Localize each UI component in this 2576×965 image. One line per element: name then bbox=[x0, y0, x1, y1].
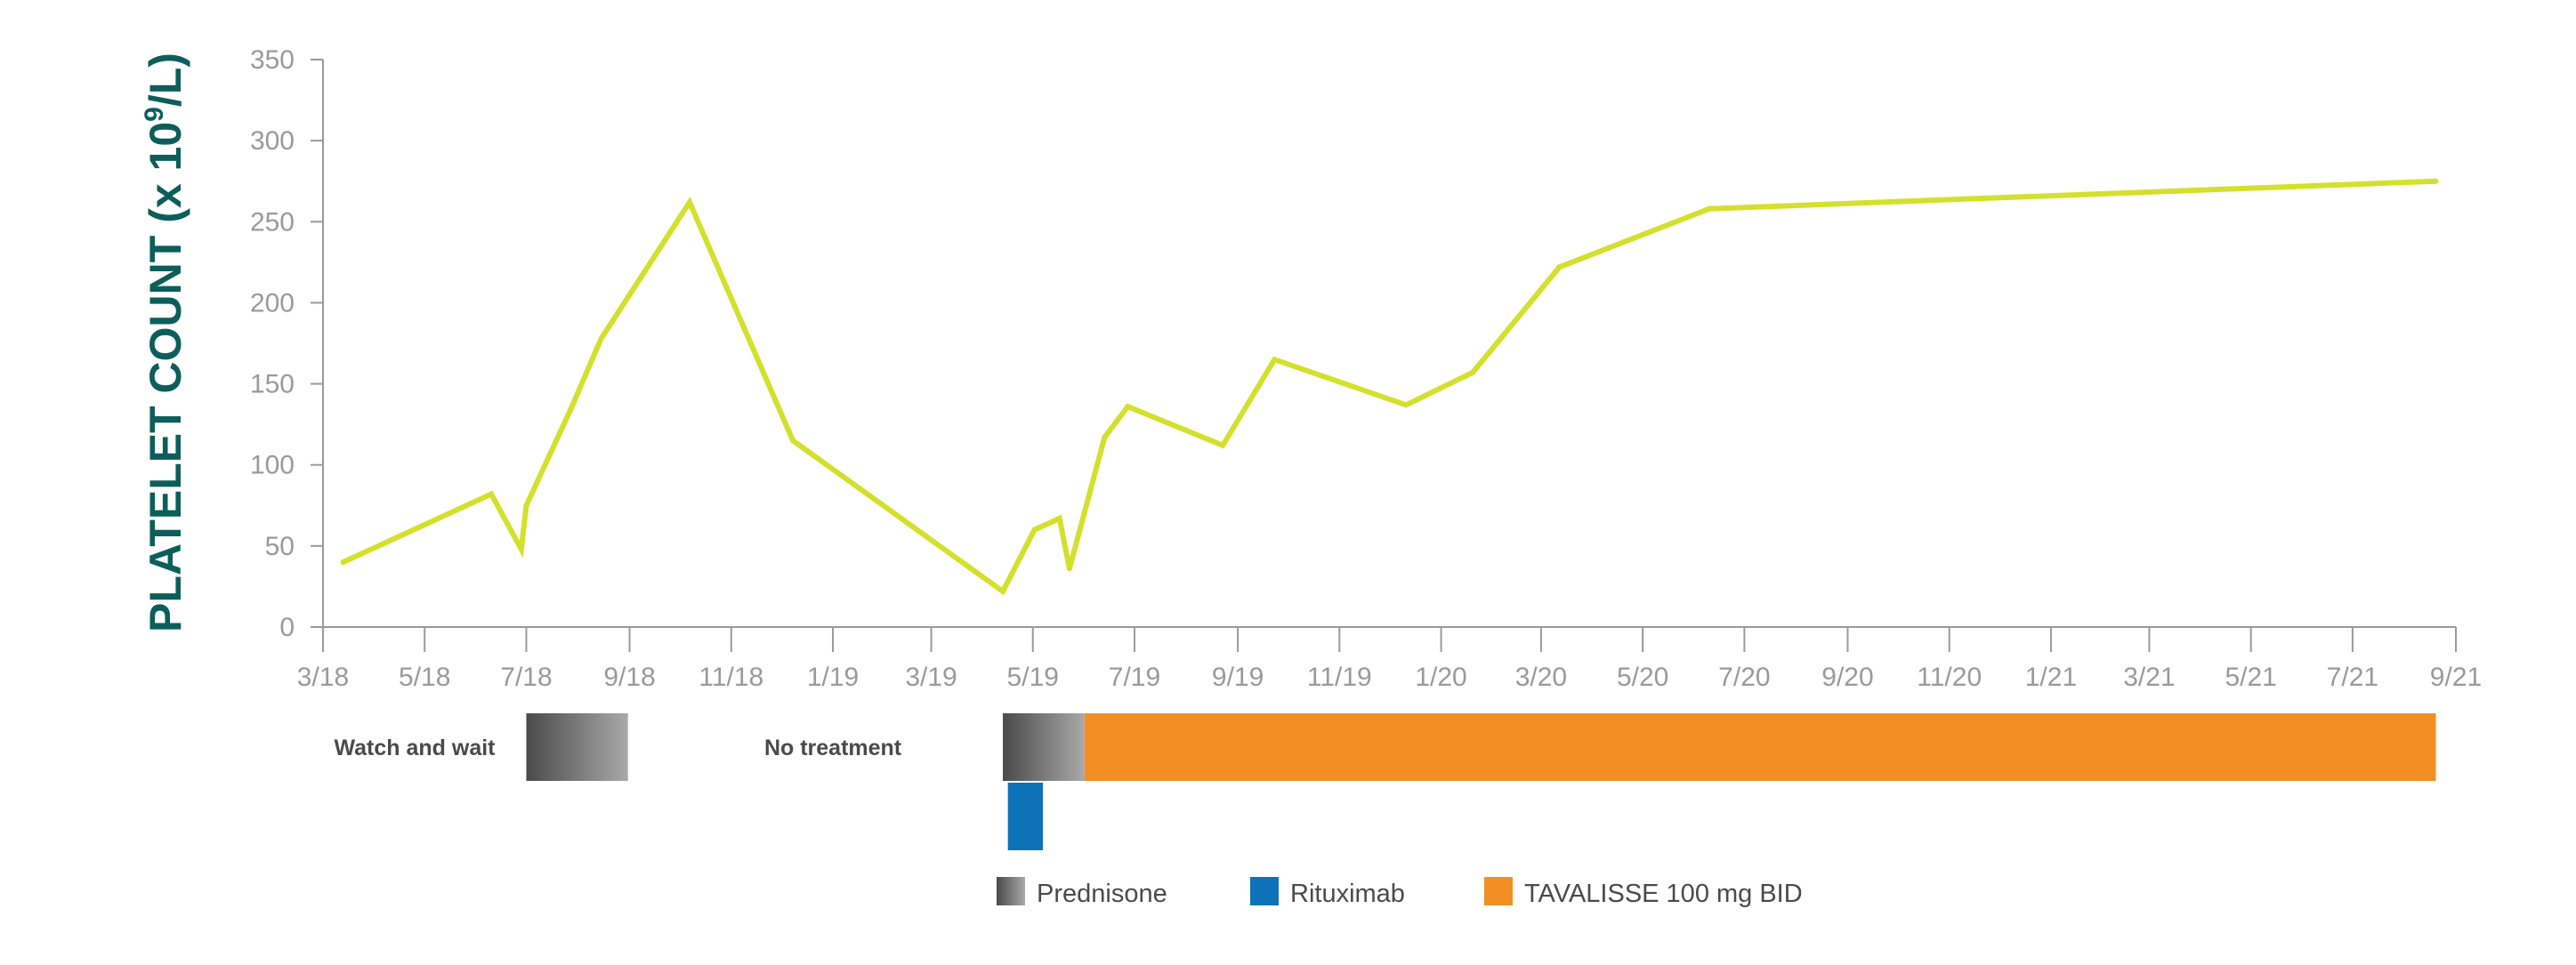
treatment-bar-gradient bbox=[1003, 713, 1085, 781]
x-tick-label: 11/18 bbox=[699, 663, 763, 692]
treatment-bar-orange bbox=[1084, 713, 2436, 781]
platelet-series-line bbox=[342, 178, 2436, 596]
x-tick-label: 5/18 bbox=[399, 663, 450, 692]
treatment-bar-gradient bbox=[526, 713, 628, 781]
x-tick-label: 5/21 bbox=[2225, 663, 2276, 692]
data-point bbox=[1000, 588, 1006, 594]
data-point bbox=[790, 438, 796, 444]
legend-label: Rituximab bbox=[1290, 880, 1405, 908]
x-tick-label: 9/18 bbox=[603, 663, 655, 692]
x-tick-label: 1/19 bbox=[807, 663, 859, 692]
y-tick-label: 200 bbox=[250, 288, 295, 318]
y-tick-label: 0 bbox=[279, 613, 295, 642]
x-tick-label: 7/20 bbox=[1718, 663, 1770, 692]
x-tick-label: 5/20 bbox=[1617, 663, 1668, 692]
data-point bbox=[1470, 369, 1476, 375]
data-point bbox=[1272, 357, 1278, 363]
x-tick-label: 3/20 bbox=[1515, 663, 1567, 692]
legend: Prednisone Rituximab TAVALISSE 100 mg BID bbox=[997, 877, 1803, 908]
x-tick-label: 9/19 bbox=[1212, 663, 1264, 692]
y-tick-label: 50 bbox=[265, 532, 295, 561]
x-tick-label: 7/18 bbox=[500, 663, 552, 692]
phase-label: Watch and wait bbox=[334, 736, 496, 760]
treatment-bars: Watch and wait No treatment bbox=[334, 713, 2436, 850]
data-point bbox=[340, 559, 346, 566]
data-point bbox=[1031, 527, 1038, 533]
y-tick-label: 150 bbox=[250, 370, 295, 399]
legend-swatch bbox=[997, 877, 1025, 905]
ticks: 0 50 100 150 200 250 300 350 3/18 5/18 7/18 9/18 11/… bbox=[250, 45, 2482, 692]
axes bbox=[322, 60, 2456, 628]
data-point bbox=[523, 503, 529, 509]
data-point bbox=[1056, 515, 1062, 521]
legend-label: TAVALISSE 100 mg BID bbox=[1524, 880, 1803, 908]
x-tick-label: 1/21 bbox=[2025, 663, 2077, 692]
data-point bbox=[569, 405, 575, 411]
legend-swatch bbox=[1250, 877, 1279, 905]
data-point bbox=[1220, 442, 1226, 448]
y-tick-label: 250 bbox=[250, 207, 295, 237]
ylabel-superscript: 9 bbox=[140, 107, 169, 122]
ylabel-end: /L) bbox=[141, 52, 190, 107]
data-point bbox=[686, 199, 692, 205]
y-tick-label: 350 bbox=[250, 45, 295, 75]
data-point bbox=[1066, 566, 1072, 572]
x-tick-label: 7/19 bbox=[1109, 663, 1160, 692]
x-tick-label: 5/19 bbox=[1007, 663, 1059, 692]
legend-swatch bbox=[1484, 877, 1513, 905]
data-point bbox=[518, 546, 524, 552]
x-tick-label: 9/21 bbox=[2430, 663, 2482, 692]
data-point bbox=[1125, 404, 1131, 410]
y-tick-label: 100 bbox=[250, 451, 295, 480]
x-tick-label: 1/20 bbox=[1415, 663, 1466, 692]
data-point bbox=[489, 491, 495, 497]
x-tick-label: 9/20 bbox=[1821, 663, 1873, 692]
legend-label: Prednisone bbox=[1037, 880, 1167, 908]
data-point bbox=[598, 335, 604, 342]
phase-label: No treatment bbox=[764, 736, 902, 760]
svg-text:PLATELET COUNT (x 109/L): PLATELET COUNT (x 109/L) bbox=[140, 52, 190, 632]
data-point bbox=[1403, 402, 1409, 408]
data-point bbox=[1102, 434, 1108, 440]
x-tick-label: 3/19 bbox=[905, 663, 957, 692]
y-axis-label: PLATELET COUNT (x 109/L) bbox=[140, 52, 190, 632]
treatment-bar-blue bbox=[1007, 783, 1043, 850]
x-tick-label: 3/18 bbox=[297, 663, 349, 692]
data-point bbox=[1556, 264, 1563, 270]
x-tick-label: 11/19 bbox=[1307, 663, 1372, 692]
ylabel-main: PLATELET COUNT (x 10 bbox=[141, 122, 190, 632]
x-tick-label: 11/20 bbox=[1917, 663, 1982, 692]
x-tick-label: 3/21 bbox=[2123, 663, 2175, 692]
y-tick-label: 300 bbox=[250, 126, 295, 156]
x-tick-label: 7/21 bbox=[2327, 663, 2378, 692]
data-point bbox=[1707, 205, 1713, 212]
data-point bbox=[2433, 178, 2439, 184]
series-layer bbox=[340, 178, 2439, 596]
